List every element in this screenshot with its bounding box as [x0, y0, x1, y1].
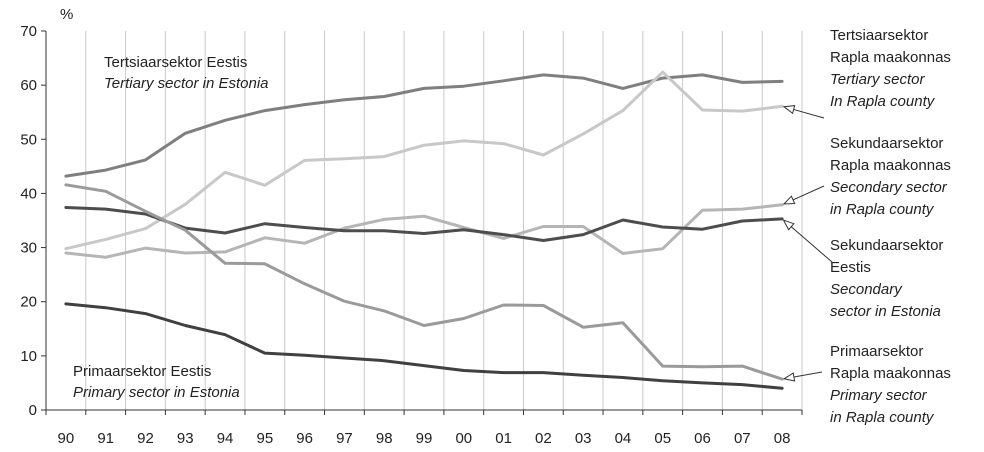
x-tick-label: 04 [615, 430, 632, 447]
label-secondary-estonia-en-1: Secondary [830, 281, 903, 298]
y-tick-label: 50 [20, 131, 37, 148]
label-secondary-estonia-et-1: Sekundaarsektor [830, 237, 943, 254]
x-tick-label: 91 [97, 430, 114, 447]
x-tick-label: 07 [734, 430, 751, 447]
grid-lines [45, 31, 803, 410]
label-tertiary-rapla-et-2: Rapla maakonnas [830, 49, 951, 66]
label-secondary-rapla-en-2: in Rapla county [830, 201, 935, 218]
series-lines [64, 70, 784, 390]
series-line-tert-rapla [64, 70, 784, 251]
y-tick-label: 0 [29, 402, 37, 419]
callout-arrowhead-sec-est [782, 219, 795, 231]
x-tick-label: 99 [416, 430, 433, 447]
series-line-sec-est [64, 206, 784, 242]
label-primary-rapla-et-1: Primaarsektor [830, 343, 923, 360]
label-primary-rapla-en-2: in Rapla county [830, 409, 935, 426]
label-primary-estonia-en: Primary sector in Estonia [73, 384, 240, 401]
y-tick-label: 30 [20, 240, 37, 257]
y-tick-label: 20 [20, 294, 37, 311]
x-tick-label: 93 [177, 430, 194, 447]
series-line-sec-rapla [64, 203, 784, 259]
label-primary-rapla-et-2: Rapla maakonnas [830, 365, 951, 382]
series-line-tert-est [64, 73, 784, 178]
label-tertiary-estonia-et: Tertsiaarsektor Eestis [104, 54, 247, 71]
label-tertiary-rapla-en-2: In Rapla county [830, 93, 936, 110]
label-secondary-estonia-en-2: sector in Estonia [830, 303, 941, 320]
x-tick-label: 94 [217, 430, 234, 447]
label-primary-rapla-en-1: Primary sector [830, 387, 928, 404]
callout-line-sec-est [783, 219, 833, 263]
callout-arrows [782, 105, 833, 382]
y-tick-label: 40 [20, 185, 37, 202]
y-tick-label: 60 [20, 77, 37, 94]
label-tertiary-rapla-en-1: Tertiary sector [830, 71, 925, 88]
x-tick-label: 00 [455, 430, 472, 447]
x-tick-label: 01 [495, 430, 512, 447]
x-tick-label: 95 [256, 430, 273, 447]
x-tick-label: 02 [535, 430, 552, 447]
label-secondary-estonia-et-2: Eestis [830, 259, 871, 276]
label-secondary-rapla-et-2: Rapla maakonnas [830, 157, 951, 174]
x-tick-label: 96 [296, 430, 313, 447]
callout-arrowhead-sec-rapla [782, 195, 796, 205]
y-tick-label: 70 [20, 23, 37, 40]
x-tick-label: 05 [654, 430, 671, 447]
callout-arrowhead-tert-rapla [782, 105, 796, 115]
x-tick-label: 03 [575, 430, 592, 447]
callout-arrowhead-prim-rapla [782, 372, 796, 382]
label-tertiary-estonia-en: Tertiary sector in Estonia [104, 75, 269, 92]
label-tertiary-rapla-et-1: Tertsiaarsektor [830, 27, 928, 44]
y-axis-ticks: 0 10 20 30 40 50 60 70 [20, 23, 46, 419]
label-secondary-rapla-en-1: Secondary sector [830, 179, 948, 196]
y-tick-label: 10 [20, 348, 37, 365]
x-axis-ticks: 90 91 92 93 94 95 96 97 98 99 00 01 02 03 04 05 06 07 08 [45, 410, 803, 447]
x-tick-label: 08 [774, 430, 791, 447]
y-axis-label: % [60, 6, 73, 23]
series-line-prim-rapla [64, 183, 784, 381]
label-secondary-rapla-et-1: Sekundaarsektor [830, 135, 943, 152]
x-tick-label: 97 [336, 430, 353, 447]
label-primary-estonia-et: Primaarsektor Eestis [73, 363, 211, 380]
x-tick-label: 90 [58, 430, 75, 447]
series-line-prim-est [64, 302, 784, 390]
axes [45, 31, 802, 411]
x-tick-label: 98 [376, 430, 393, 447]
x-tick-label: 92 [137, 430, 154, 447]
x-tick-label: 06 [694, 430, 711, 447]
